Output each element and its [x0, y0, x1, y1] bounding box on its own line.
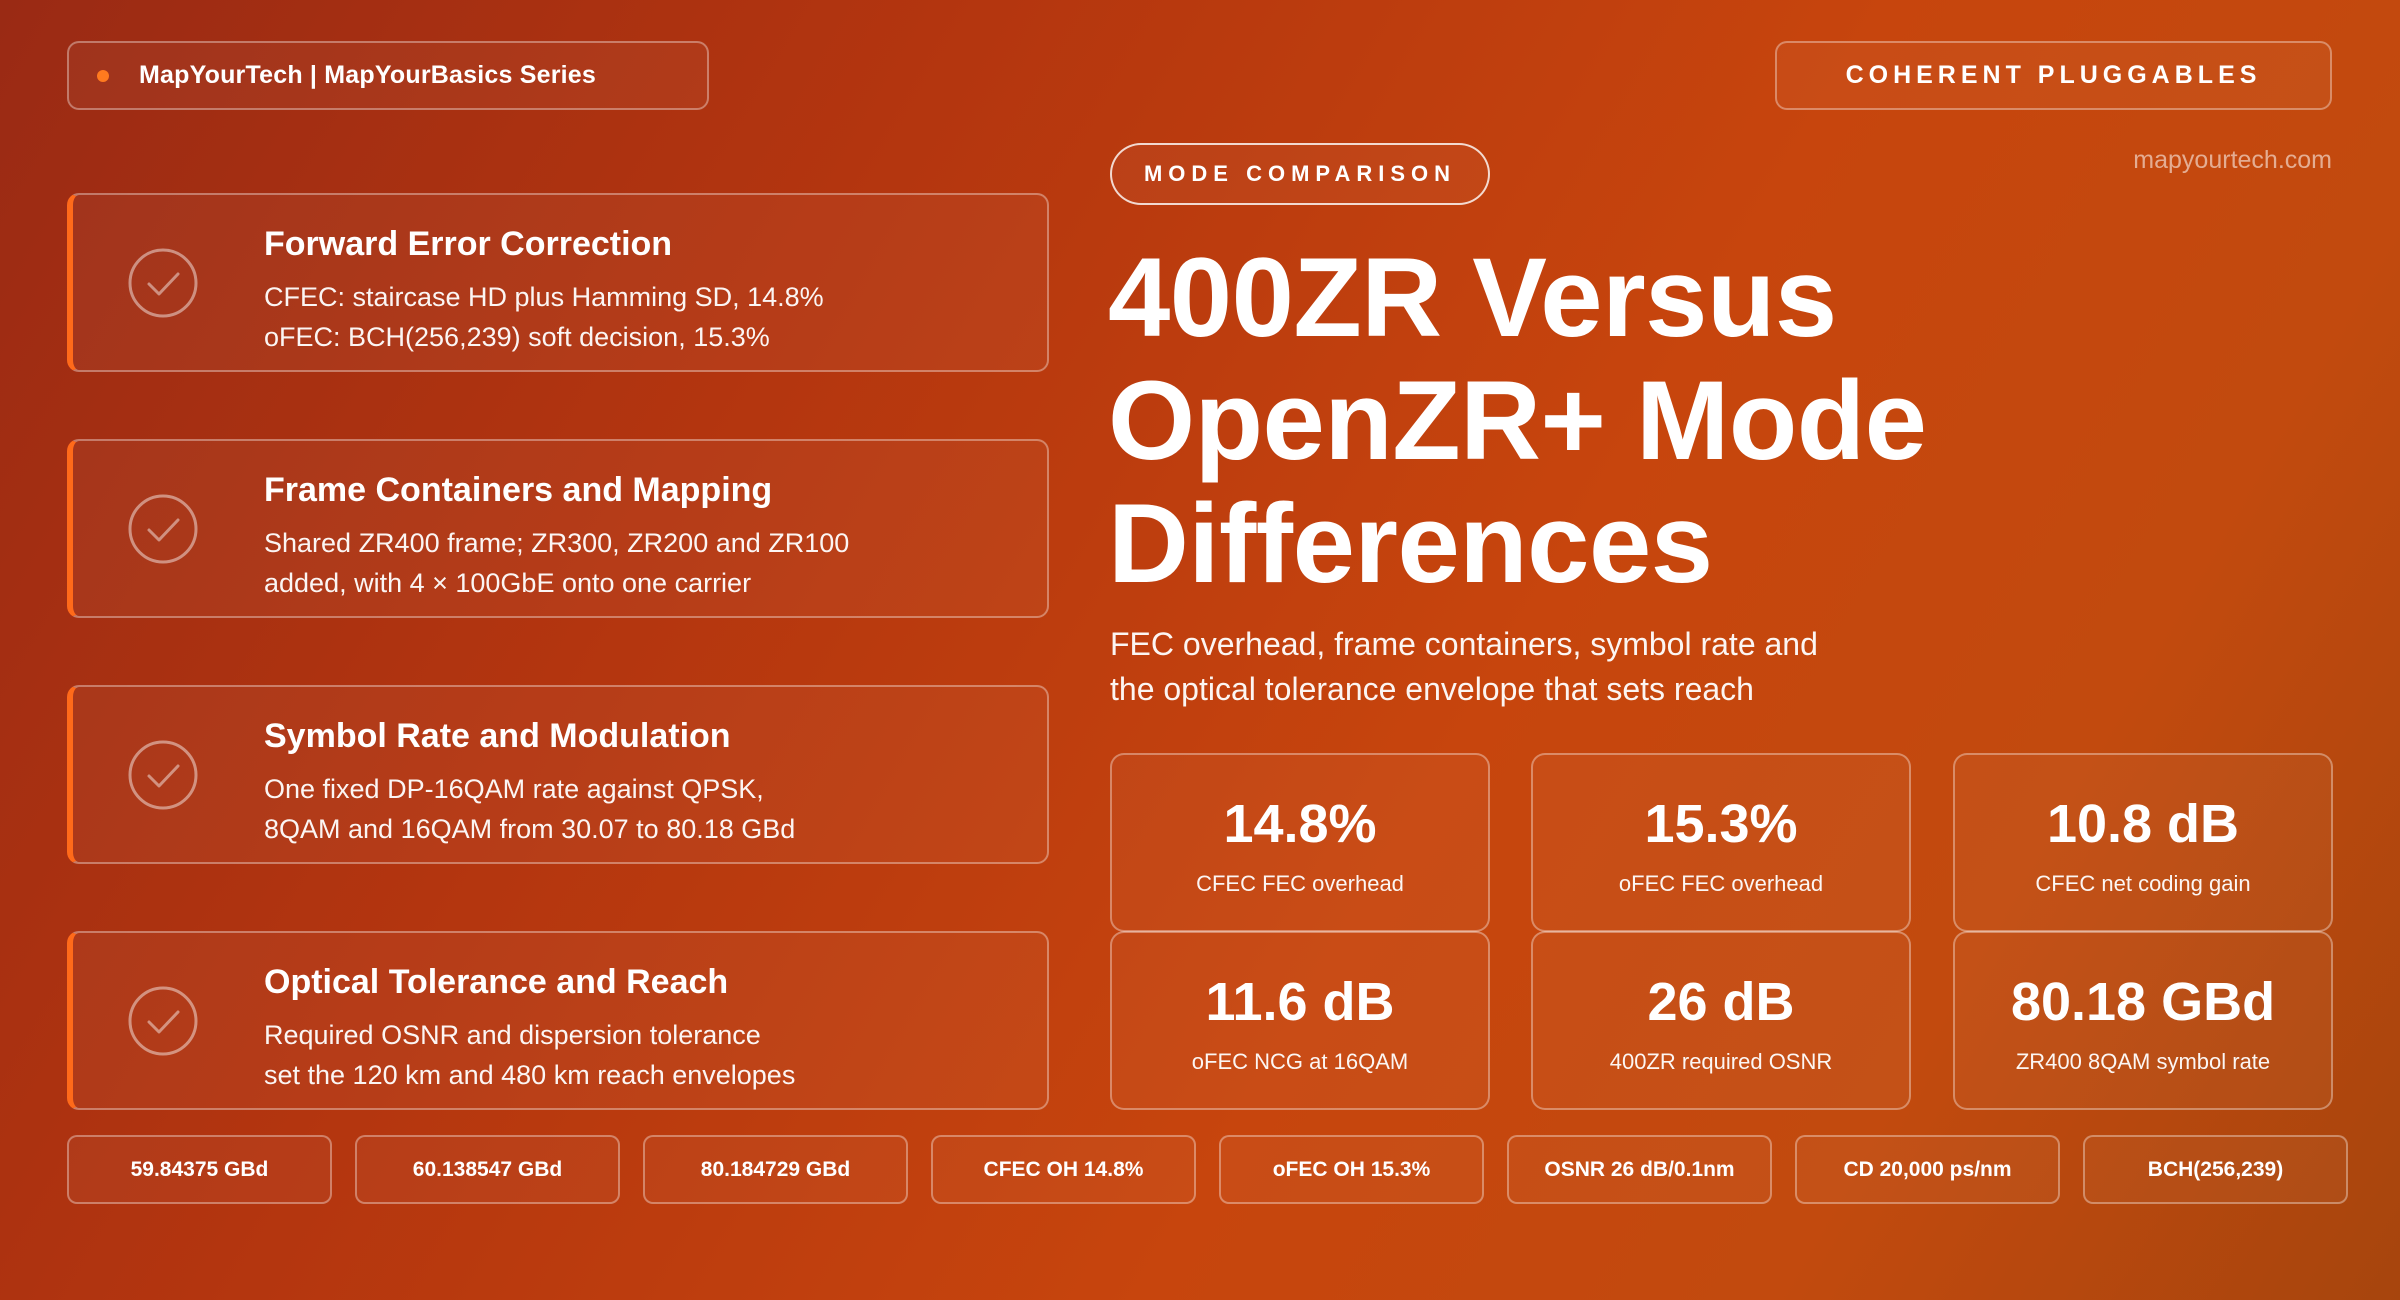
stat-card: 80.18 GBd ZR400 8QAM symbol rate [1953, 931, 2333, 1110]
spec-tag: 80.184729 GBd [643, 1135, 908, 1204]
spec-tag: oFEC OH 15.3% [1219, 1135, 1484, 1204]
title-line: 400ZR Versus [1108, 235, 1837, 360]
title-line: Differences [1108, 481, 1713, 606]
stat-label: oFEC NCG at 16QAM [1191, 1049, 1409, 1074]
brand-dot-icon [97, 69, 109, 82]
stat-label: CFEC FEC overhead [1196, 871, 1404, 896]
feature-description: One fixed DP-16QAM rate against QPSK, 8Q… [264, 769, 795, 849]
feature-title: Forward Error Correction [264, 225, 673, 263]
feature-description: Required OSNR and dispersion tolerance s… [264, 1015, 795, 1095]
stat-value: 26 dB [1647, 972, 1795, 1032]
stat-label: CFEC net coding gain [2035, 871, 2251, 896]
brand-badge: MapYourTech | MapYourBasics Series [67, 41, 709, 110]
feature-line: added, with 4 × 100GbE onto one carrier [264, 568, 752, 598]
mode-comparison-pill: MODE COMPARISON [1110, 143, 1490, 205]
spec-tag: 59.84375 GBd [67, 1135, 332, 1204]
subtitle-line: the optical tolerance envelope that sets… [1110, 671, 1754, 707]
subtitle-line: FEC overhead, frame containers, symbol r… [1110, 626, 1818, 662]
check-circle-icon [128, 494, 198, 564]
stat-label: ZR400 8QAM symbol rate [2015, 1049, 2271, 1074]
feature-card-symbol-rate: Symbol Rate and Modulation One fixed DP-… [67, 685, 1049, 864]
stat-value: 15.3% [1644, 794, 1798, 854]
stat-card: 11.6 dB oFEC NCG at 16QAM [1110, 931, 1490, 1110]
title-line: OpenZR+ Mode [1108, 358, 1927, 483]
check-circle-icon [128, 740, 198, 810]
brand-text: MapYourTech | MapYourBasics Series [139, 61, 596, 89]
feature-line: set the 120 km and 480 km reach envelope… [264, 1060, 796, 1090]
series-badge: COHERENT PLUGGABLES [1775, 41, 2332, 110]
stat-value: 10.8 dB [2046, 794, 2240, 854]
check-circle-icon [128, 248, 198, 318]
page-subtitle: FEC overhead, frame containers, symbol r… [1110, 622, 1870, 712]
stat-value: 14.8% [1223, 794, 1377, 854]
feature-line: Shared ZR400 frame; ZR300, ZR200 and ZR1… [264, 528, 850, 558]
spec-tag: 60.138547 GBd [355, 1135, 620, 1204]
spec-tag: OSNR 26 dB/0.1nm [1507, 1135, 1772, 1204]
stat-card: 14.8% CFEC FEC overhead [1110, 753, 1490, 932]
spec-tag: CD 20,000 ps/nm [1795, 1135, 2060, 1204]
feature-line: 8QAM and 16QAM from 30.07 to 80.18 GBd [264, 814, 796, 844]
stat-value: 80.18 GBd [2010, 972, 2276, 1032]
stat-card: 15.3% oFEC FEC overhead [1531, 753, 1911, 932]
feature-description: CFEC: staircase HD plus Hamming SD, 14.8… [264, 277, 824, 357]
feature-line: One fixed DP-16QAM rate against QPSK, [264, 774, 764, 804]
feature-line: oFEC: BCH(256,239) soft decision, 15.3% [264, 322, 770, 352]
spec-tag: CFEC OH 14.8% [931, 1135, 1196, 1204]
page-title: 400ZR Versus OpenZR+ Mode Differences [1108, 236, 2308, 605]
feature-title: Optical Tolerance and Reach [264, 963, 729, 1001]
feature-description: Shared ZR400 frame; ZR300, ZR200 and ZR1… [264, 523, 849, 603]
feature-card-frames: Frame Containers and Mapping Shared ZR40… [67, 439, 1049, 618]
site-url: mapyourtech.com [2133, 146, 2332, 174]
feature-card-reach: Optical Tolerance and Reach Required OSN… [67, 931, 1049, 1110]
feature-card-fec: Forward Error Correction CFEC: staircase… [67, 193, 1049, 372]
stat-value: 11.6 dB [1205, 972, 1395, 1032]
feature-line: CFEC: staircase HD plus Hamming SD, 14.8… [264, 282, 824, 312]
spec-tag: BCH(256,239) [2083, 1135, 2348, 1204]
stat-label: 400ZR required OSNR [1609, 1049, 1833, 1074]
feature-title: Frame Containers and Mapping [264, 471, 773, 509]
stat-label: oFEC FEC overhead [1618, 871, 1824, 896]
stat-card: 26 dB 400ZR required OSNR [1531, 931, 1911, 1110]
stat-card: 10.8 dB CFEC net coding gain [1953, 753, 2333, 932]
feature-title: Symbol Rate and Modulation [264, 717, 731, 755]
check-circle-icon [128, 986, 198, 1056]
feature-line: Required OSNR and dispersion tolerance [264, 1020, 761, 1050]
